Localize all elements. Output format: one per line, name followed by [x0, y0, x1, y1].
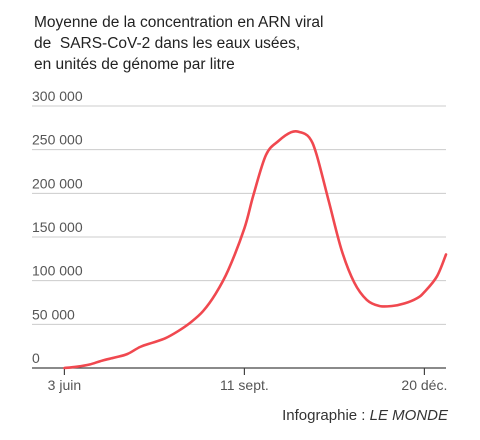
y-tick-label: 150 000	[32, 219, 83, 235]
y-tick-label: 200 000	[32, 175, 83, 191]
credit-prefix: Infographie :	[282, 407, 370, 424]
x-axis-ticks: 3 juin 11 sept. 20 déc.	[48, 368, 447, 393]
y-tick-label: 300 000	[32, 88, 83, 104]
credit: Infographie : LE MONDE	[282, 407, 448, 424]
series-line	[63, 130, 448, 370]
chart-title-line-2: de SARS-CoV-2 dans les eaux usées,	[34, 35, 301, 52]
x-tick-label: 11 sept.	[220, 377, 269, 393]
y-axis-ticks: 0 50 000 100 000 150 000 200 000 250 000 300 0…	[32, 88, 83, 366]
chart-title: Moyenne de la concentration en ARN viral…	[34, 12, 454, 75]
x-tick-label: 3 juin	[48, 377, 81, 393]
y-tick-label: 250 000	[32, 132, 83, 148]
credit-brand: LE MONDE	[369, 407, 448, 424]
y-tick-label: 0	[32, 350, 40, 366]
chart-title-line-1: Moyenne de la concentration en ARN viral	[34, 14, 324, 31]
y-tick-label: 50 000	[32, 306, 75, 322]
x-tick-label: 20 déc.	[401, 377, 447, 393]
gridlines	[32, 105, 446, 325]
y-tick-label: 100 000	[32, 263, 83, 279]
chart-title-line-3: en unités de génome par litre	[34, 56, 235, 73]
